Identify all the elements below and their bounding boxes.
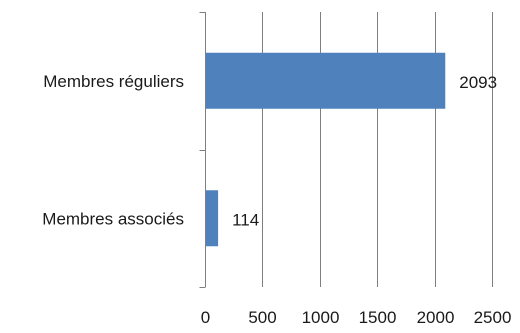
labels: 0 500 1000 1500 2000 2500 Membres réguliers 209… [42,72,511,327]
bars [206,52,446,247]
x-tick-label: 500 [248,308,276,327]
axes [199,12,206,288]
x-tick-label: 2500 [474,308,512,327]
bar-0 [206,52,446,109]
x-tick-label: 1500 [359,308,397,327]
x-tick-label: 2000 [417,308,455,327]
data-label: 2093 [459,73,497,92]
x-tick-label: 1000 [302,308,340,327]
category-label: Membres associés [42,209,184,228]
x-tick-label: 0 [201,308,210,327]
bar-1 [206,190,219,247]
data-label: 114 [232,210,259,229]
category-label: Membres réguliers [43,72,184,91]
